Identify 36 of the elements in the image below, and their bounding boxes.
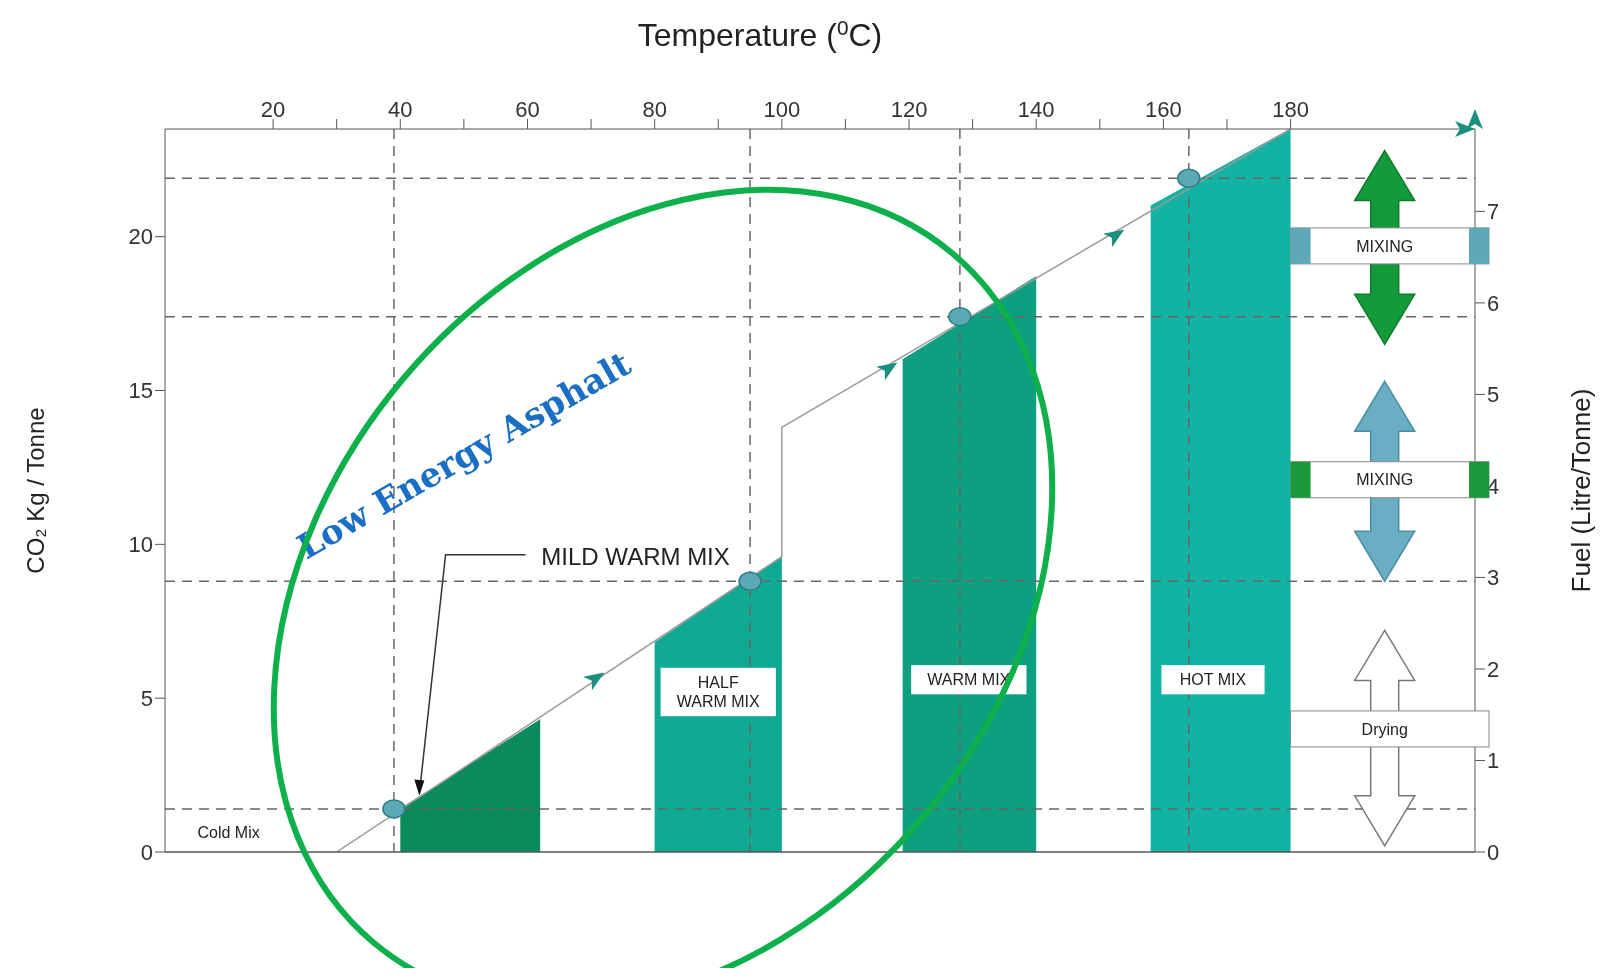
- x-axis-title: Temperature ($^{0}$C): [637, 15, 883, 53]
- y2-tick-label: 1: [1487, 748, 1500, 774]
- point: [1177, 168, 1201, 188]
- x-tick-label: 20: [260, 97, 286, 122]
- y-tick-label: 5: [140, 685, 153, 711]
- y2-tick-label: 2: [1487, 656, 1500, 682]
- annotation: Drying: [1361, 720, 1408, 738]
- point: [738, 571, 762, 592]
- x-tick-label: 100: [763, 97, 801, 122]
- point: [948, 306, 972, 327]
- y-axis-title: CO₂ Kg / Tonne: [22, 407, 49, 574]
- x-tick-label: 160: [1145, 97, 1182, 122]
- y2-axis-title: Fuel (Litre/Tonne): [1566, 388, 1596, 593]
- x-tick-label: 180: [1272, 97, 1309, 122]
- y2-tick-label: 7: [1487, 199, 1500, 225]
- annotation: MIXING: [1356, 237, 1414, 255]
- x-tick-label: 140: [1017, 97, 1055, 122]
- x-tick-label: 120: [890, 97, 928, 122]
- y-tick-label: 15: [128, 378, 153, 404]
- y2-tick-label: 3: [1487, 565, 1500, 591]
- annotation: Cold Mix: [197, 823, 260, 841]
- y2-tick-label: 5: [1487, 382, 1500, 408]
- annotation: MILD WARM MIX: [541, 543, 730, 571]
- y2-tick-label: 6: [1487, 290, 1500, 316]
- annotation: MIXING: [1356, 471, 1414, 489]
- x-tick-label: 80: [642, 97, 667, 122]
- y-tick-label: 20: [128, 224, 153, 250]
- point: [382, 799, 406, 819]
- annotation: HALF WARM MIX: [676, 674, 761, 711]
- y-tick-label: 0: [140, 839, 153, 865]
- x-tick-label: 40: [388, 97, 413, 122]
- y2-tick-label: 0: [1487, 839, 1500, 865]
- y2-tick-label: 4: [1487, 473, 1500, 499]
- annotation: HOT MIX: [1179, 671, 1247, 689]
- y-tick-label: 10: [128, 532, 153, 558]
- x-tick-label: 60: [515, 97, 540, 122]
